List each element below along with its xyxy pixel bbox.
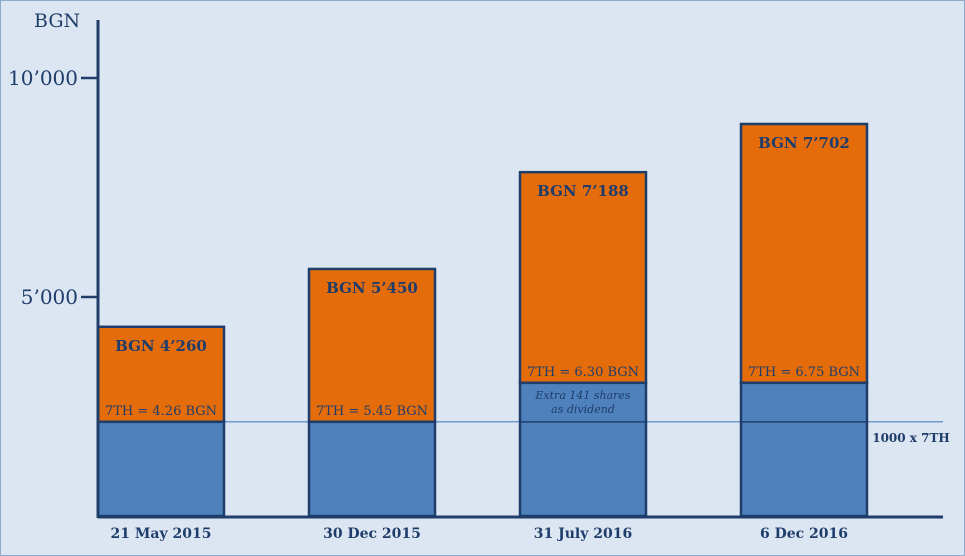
bar-price-label: 7TH = 6.30 BGN — [527, 365, 639, 380]
x-tick-label: 31 July 2016 — [534, 526, 632, 542]
y-axis-label: BGN — [34, 10, 80, 32]
y-tick-label: 5’000 — [21, 285, 78, 309]
bar-price-label: 7TH = 5.45 BGN — [316, 404, 428, 419]
bar-total-label: BGN 7’702 — [758, 134, 850, 152]
bar-segment-orange — [96, 325, 226, 424]
bar-note: Extra 141 shares — [534, 389, 631, 402]
bar-total-label: BGN 7’188 — [537, 182, 629, 200]
x-tick-label: 30 Dec 2015 — [323, 526, 421, 542]
bar-segment-orange — [518, 170, 648, 385]
bar-total-label: BGN 5’450 — [326, 279, 418, 297]
bar-segment-blue — [739, 381, 869, 518]
x-tick-label: 21 May 2015 — [111, 526, 212, 542]
bar-price-label: 7TH = 6.75 BGN — [748, 365, 860, 380]
y-tick-label: 10’000 — [8, 66, 78, 90]
bar-segment-orange — [739, 122, 869, 385]
bar-price-label: 7TH = 4.26 BGN — [105, 404, 217, 419]
reference-line-label: 1000 x 7TH — [872, 431, 950, 445]
bar-segment-blue — [518, 381, 648, 518]
bar-note: as dividend — [551, 403, 615, 416]
x-tick-label: 6 Dec 2016 — [760, 526, 848, 542]
bar-segment-blue — [307, 420, 437, 518]
bar-total-label: BGN 4’260 — [115, 337, 207, 355]
bar-segment-blue — [96, 420, 226, 518]
